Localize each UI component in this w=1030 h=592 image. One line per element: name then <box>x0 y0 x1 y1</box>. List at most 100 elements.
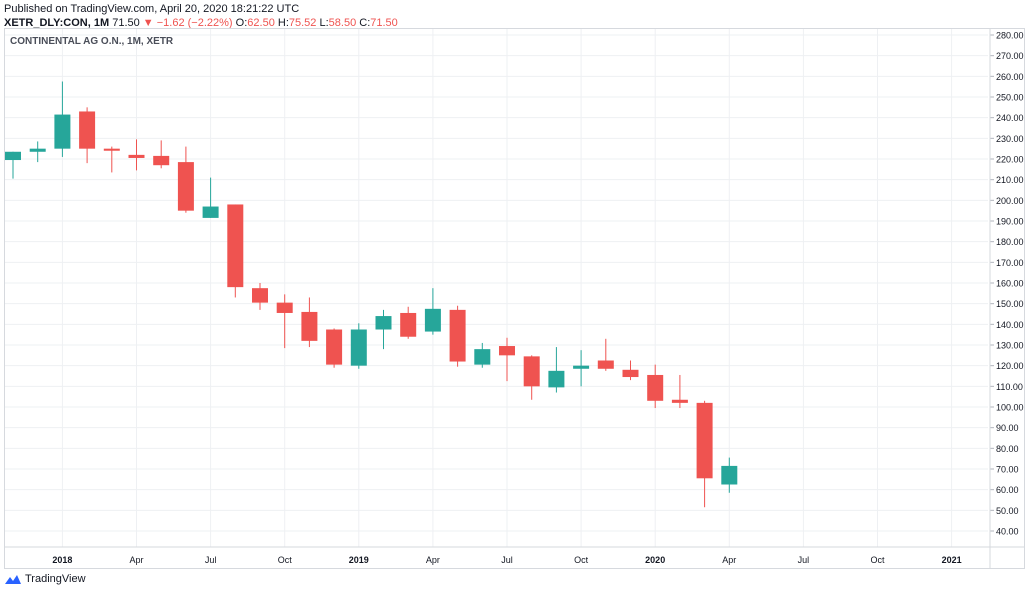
high-label: H: <box>277 17 289 29</box>
symbol-label: XETR_DLY:CON, 1M <box>4 17 110 29</box>
y-tick-label: 150.00 <box>996 299 1024 309</box>
y-tick-label: 260.00 <box>996 72 1024 82</box>
change-arrow-icon: ▼ <box>142 17 154 29</box>
candle <box>622 360 639 381</box>
candle-body <box>202 206 219 218</box>
close-value: 71.50 <box>370 17 398 29</box>
x-tick-label: Apr <box>426 555 440 565</box>
candle-body <box>696 402 713 479</box>
candle <box>474 342 491 368</box>
candle-body <box>424 308 441 332</box>
candle-body <box>128 154 145 158</box>
close-label: C: <box>359 17 371 29</box>
candle <box>79 107 96 164</box>
candle-body <box>573 365 590 369</box>
candle-body <box>54 114 71 149</box>
last-price: 71.50 <box>112 17 140 29</box>
open-value: 62.50 <box>247 17 275 29</box>
candle-body <box>79 111 96 149</box>
candle-body <box>647 374 664 401</box>
candle-body <box>350 329 367 366</box>
candle <box>54 81 71 157</box>
y-tick-label: 180.00 <box>996 237 1024 247</box>
chart-header: Published on TradingView.com, April 20, … <box>4 2 398 30</box>
candle <box>721 457 738 493</box>
y-tick-label: 50.00 <box>996 506 1019 516</box>
y-tick-label: 140.00 <box>996 320 1024 330</box>
candle <box>227 204 244 298</box>
candle-body <box>227 204 244 288</box>
candle <box>326 328 343 368</box>
candle-body <box>375 316 392 330</box>
published-line: Published on TradingView.com, April 20, … <box>4 3 300 15</box>
candle-body <box>474 349 491 365</box>
candle-body <box>499 346 515 356</box>
x-tick-label: Jul <box>798 555 810 565</box>
candle <box>548 347 565 393</box>
y-tick-label: 110.00 <box>996 382 1023 392</box>
candle <box>499 337 515 382</box>
x-tick-label: Oct <box>278 555 293 565</box>
candle <box>301 297 318 348</box>
candle-body <box>153 155 170 166</box>
candle-body <box>597 360 614 369</box>
x-tick-label: Apr <box>722 555 736 565</box>
y-tick-label: 90.00 <box>996 423 1019 433</box>
candle-body <box>622 369 639 378</box>
y-tick-label: 190.00 <box>996 217 1024 227</box>
candle-body <box>548 370 565 388</box>
x-tick-label: Apr <box>129 555 143 565</box>
candle-body <box>449 309 466 362</box>
candle <box>647 364 664 409</box>
candle <box>252 283 268 310</box>
x-tick-label: Oct <box>870 555 885 565</box>
y-tick-label: 130.00 <box>996 341 1024 351</box>
candle-body <box>276 302 293 313</box>
candle <box>276 294 293 349</box>
candle-body <box>671 399 688 403</box>
chart-title: CONTINENTAL AG O.N., 1M, XETR <box>10 36 174 47</box>
y-tick-label: 200.00 <box>996 196 1024 206</box>
candle <box>29 141 46 163</box>
y-tick-label: 60.00 <box>996 485 1019 495</box>
y-tick-label: 160.00 <box>996 279 1024 289</box>
y-tick-label: 170.00 <box>996 258 1024 268</box>
candle <box>103 146 120 173</box>
y-tick-label: 100.00 <box>996 403 1024 413</box>
y-tick-label: 70.00 <box>996 465 1019 475</box>
candle-body <box>721 465 738 485</box>
candle <box>202 177 219 218</box>
low-label: L: <box>319 17 329 29</box>
x-tick-label: 2021 <box>942 555 962 565</box>
y-tick-label: 280.00 <box>996 31 1024 41</box>
y-tick-label: 80.00 <box>996 444 1019 454</box>
grid-lines <box>5 29 988 547</box>
candle-body <box>400 312 417 337</box>
y-tick-label: 230.00 <box>996 134 1024 144</box>
candle-body <box>252 288 268 303</box>
x-tick-label: 2018 <box>52 555 72 565</box>
candle-body <box>326 329 343 365</box>
footer-brand[interactable]: TradingView <box>4 573 86 585</box>
footer-brand-label: TradingView <box>25 573 86 585</box>
candle-body <box>523 356 540 387</box>
y-tick-label: 40.00 <box>996 527 1019 537</box>
candle <box>523 355 540 400</box>
high-value: 75.52 <box>288 17 317 29</box>
x-tick-label: Oct <box>574 555 589 565</box>
change-value: −1.62 (−2.22%) <box>156 17 233 29</box>
candle <box>5 151 21 179</box>
candle <box>573 350 590 387</box>
candle <box>696 400 713 508</box>
x-tick-label: Jul <box>205 555 217 565</box>
candle <box>449 305 466 367</box>
candle-body <box>29 148 46 152</box>
chart-frame[interactable] <box>4 28 1025 569</box>
y-tick-label: 210.00 <box>996 175 1024 185</box>
candle <box>424 288 441 335</box>
y-tick-label: 220.00 <box>996 155 1024 165</box>
candle <box>671 374 688 409</box>
y-tick-label: 120.00 <box>996 361 1024 371</box>
candle <box>597 338 614 371</box>
